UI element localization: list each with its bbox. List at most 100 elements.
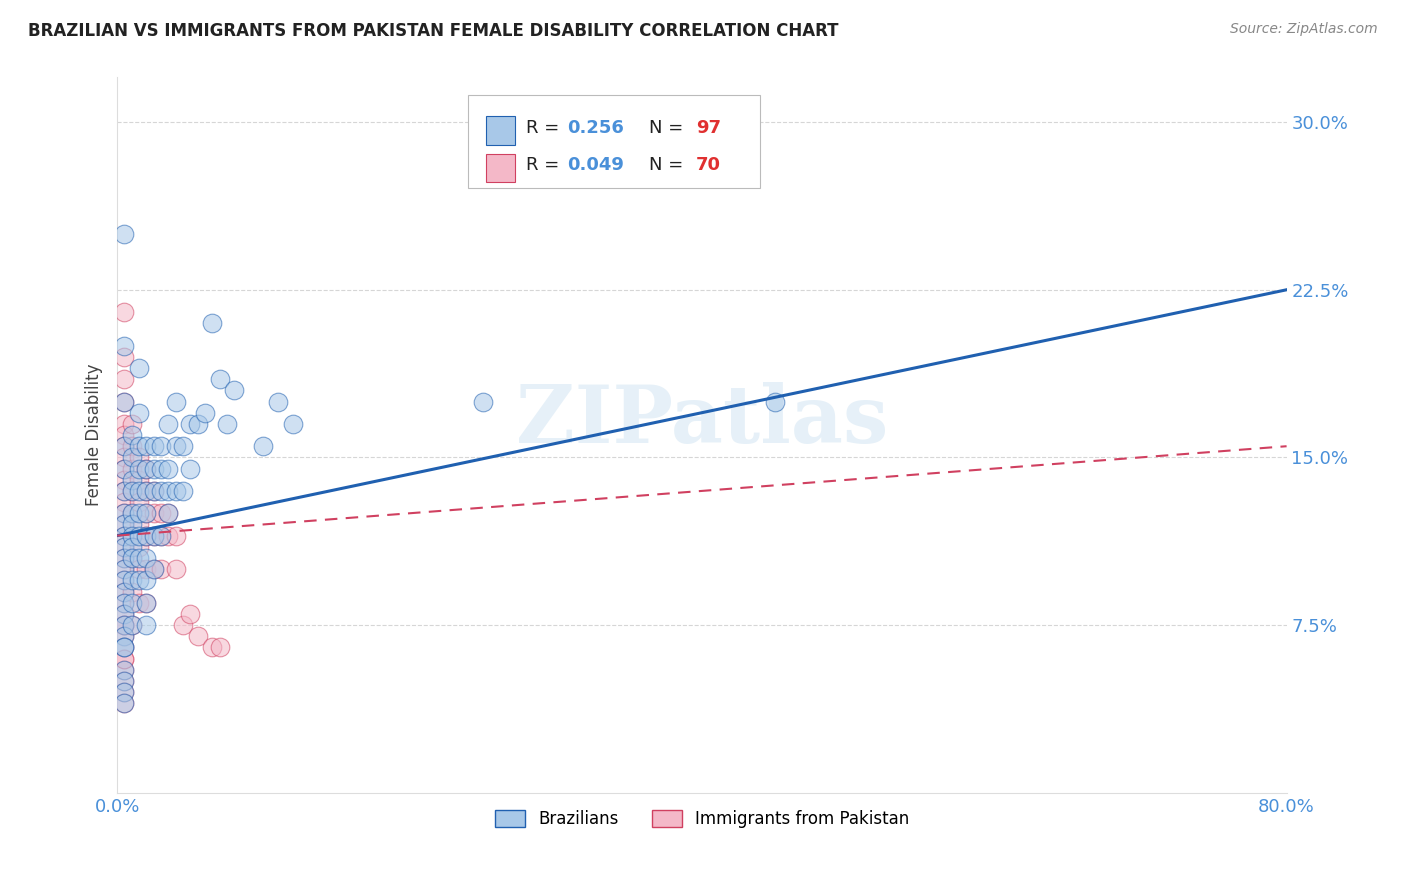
Point <box>179 461 201 475</box>
Point <box>114 483 136 498</box>
Point <box>114 651 136 665</box>
Point <box>121 540 143 554</box>
Point <box>128 461 150 475</box>
Point <box>142 439 165 453</box>
Point <box>114 618 136 632</box>
Point <box>114 551 136 566</box>
Point <box>114 685 136 699</box>
Point <box>114 394 136 409</box>
Point <box>142 562 165 576</box>
Point <box>114 663 136 677</box>
Text: R =: R = <box>526 119 565 136</box>
Point <box>114 439 136 453</box>
Point <box>150 528 173 542</box>
Point <box>114 394 136 409</box>
Text: N =: N = <box>650 119 689 136</box>
Point <box>128 406 150 420</box>
Point <box>114 517 136 532</box>
Point <box>114 428 136 442</box>
Point <box>281 417 304 431</box>
Point <box>114 562 136 576</box>
FancyBboxPatch shape <box>485 116 515 145</box>
Legend: Brazilians, Immigrants from Pakistan: Brazilians, Immigrants from Pakistan <box>488 803 915 834</box>
Text: ZIPatlas: ZIPatlas <box>516 382 889 459</box>
Point <box>114 551 136 566</box>
Point <box>135 528 157 542</box>
Point <box>128 528 150 542</box>
Point <box>114 663 136 677</box>
Point <box>114 528 136 542</box>
Point <box>114 528 136 542</box>
Point <box>114 461 136 475</box>
Point <box>114 640 136 655</box>
Point <box>114 696 136 710</box>
Point <box>142 528 165 542</box>
Point <box>114 673 136 688</box>
Point <box>121 528 143 542</box>
Point <box>179 607 201 621</box>
Point <box>121 417 143 431</box>
Point <box>135 596 157 610</box>
Point <box>135 551 157 566</box>
Point <box>114 696 136 710</box>
Text: R =: R = <box>526 156 565 174</box>
Point <box>114 640 136 655</box>
Point <box>224 384 246 398</box>
FancyBboxPatch shape <box>485 153 515 182</box>
Point <box>157 417 180 431</box>
Point <box>165 483 187 498</box>
Point <box>208 372 231 386</box>
Point <box>114 305 136 319</box>
Point <box>114 450 136 465</box>
Point <box>165 394 187 409</box>
Point <box>114 618 136 632</box>
Point <box>150 506 173 520</box>
Point <box>201 316 224 330</box>
Point <box>121 517 143 532</box>
Point <box>114 629 136 643</box>
Point <box>179 417 201 431</box>
Point <box>128 450 150 465</box>
Point <box>114 618 136 632</box>
Point <box>135 574 157 588</box>
Point <box>114 417 136 431</box>
Point <box>114 596 136 610</box>
Point <box>121 551 143 566</box>
Point <box>135 562 157 576</box>
Point <box>121 450 143 465</box>
Point <box>114 506 136 520</box>
Point <box>187 629 209 643</box>
Point <box>142 562 165 576</box>
Point <box>135 506 157 520</box>
Point <box>114 584 136 599</box>
Point <box>135 461 157 475</box>
Point <box>114 439 136 453</box>
Point <box>142 528 165 542</box>
Point <box>172 439 194 453</box>
Point <box>135 461 157 475</box>
Point <box>135 483 157 498</box>
Point <box>128 562 150 576</box>
Point <box>150 483 173 498</box>
Point <box>252 439 274 453</box>
Point <box>121 618 143 632</box>
Point <box>150 562 173 576</box>
Point <box>194 406 217 420</box>
Point <box>165 528 187 542</box>
Point <box>128 473 150 487</box>
Point <box>114 473 136 487</box>
Text: BRAZILIAN VS IMMIGRANTS FROM PAKISTAN FEMALE DISABILITY CORRELATION CHART: BRAZILIAN VS IMMIGRANTS FROM PAKISTAN FE… <box>28 22 838 40</box>
Point <box>114 562 136 576</box>
Text: N =: N = <box>650 156 689 174</box>
Point <box>114 574 136 588</box>
Point <box>121 428 143 442</box>
Point <box>215 417 238 431</box>
Point <box>208 640 231 655</box>
Point <box>121 461 143 475</box>
Point <box>172 483 194 498</box>
Point <box>121 528 143 542</box>
Point <box>150 528 173 542</box>
Point <box>121 551 143 566</box>
Point <box>135 596 157 610</box>
Point <box>121 483 143 498</box>
